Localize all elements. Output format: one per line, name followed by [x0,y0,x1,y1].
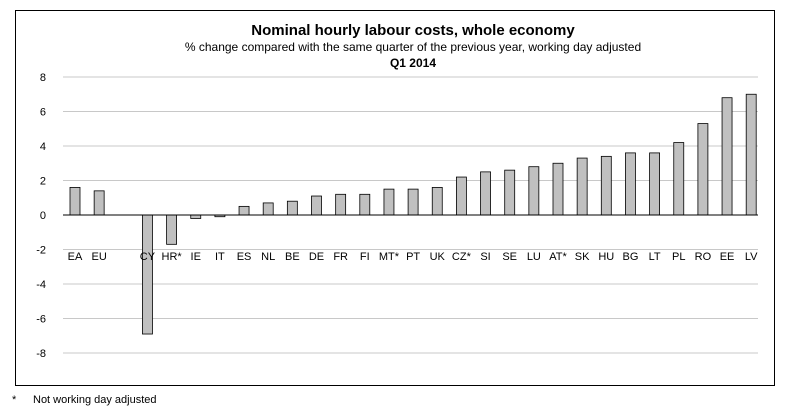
y-tick-label: -4 [36,279,46,291]
bar-es [238,205,250,216]
y-tick-label: 6 [40,107,46,119]
bar-bg [625,152,636,216]
category-label: AT* [549,251,567,263]
y-tick-label: -8 [36,348,46,360]
bar-be [286,200,298,216]
category-label: LT [649,251,661,263]
category-label: CY [140,251,156,263]
bar-de [311,195,322,216]
category-label: FR [333,251,348,263]
category-label: HU [598,251,614,263]
category-label: IE [191,251,201,263]
category-label: CZ* [452,251,472,263]
category-label: HR* [162,251,183,263]
category-label: LV [745,251,758,263]
category-labels: EA EU CY HR* IE IT ES NL BE DE FR FI MT* PT UK CZ* SI SE L… [68,251,759,263]
bar-uk [431,186,443,216]
bar-si [480,171,491,216]
category-label: NL [261,251,275,263]
bar-lv [745,93,757,216]
y-tick-label: 8 [40,72,46,84]
bar-hu [600,155,612,216]
category-label: SE [502,251,517,263]
bar-pt [407,188,419,216]
y-tick-label: -2 [36,245,46,257]
footnote-text: Not working day adjusted [33,394,157,406]
category-label: PL [672,251,685,263]
category-label: RO [695,251,712,263]
category-label: SK [575,251,590,263]
category-label: DE [309,251,324,263]
bar-lt [649,152,660,216]
bars [69,93,757,335]
bar-cy [142,214,153,335]
y-axis-ticks: 8 6 4 2 0 -2 -4 -6 -8 [36,72,46,360]
bar-lu [528,166,540,216]
bar-ee [721,97,733,216]
footnote: * Not working day adjusted [12,394,157,406]
bar-at [552,162,564,216]
bar-pl [673,142,685,216]
chart-title: Nominal hourly labour costs, whole econo… [251,22,575,39]
y-tick-label: 4 [40,141,46,153]
chart-frame: Nominal hourly labour costs, whole econo… [15,10,775,386]
category-label: EA [68,251,83,263]
category-label: MT* [379,251,400,263]
category-label: EU [92,251,107,263]
y-tick-label: 2 [40,176,46,188]
y-tick-label: 0 [40,210,46,222]
category-label: EE [720,251,735,263]
bar-ie [190,214,202,219]
y-tick-label: -6 [36,314,46,326]
category-label: PT [406,251,420,263]
bar-chart: Nominal hourly labour costs, whole econo… [36,22,759,360]
category-label: IT [215,251,225,263]
category-label: LU [527,251,541,263]
bar-ea [69,186,81,216]
category-label: BE [285,251,300,263]
bar-se [504,169,516,216]
category-label: FI [360,251,370,263]
bar-sk [576,157,588,216]
category-label: ES [237,251,252,263]
footnote-symbol: * [12,394,17,406]
bar-fi [359,193,371,216]
bar-fr [335,193,347,216]
bar-eu [93,190,105,216]
bar-hr [166,214,178,245]
chart-subtitle: % change compared with the same quarter … [185,40,641,54]
bar-ro [697,123,709,216]
category-label: UK [430,251,446,263]
bar-mt [383,188,395,216]
bar-cz [455,176,467,216]
chart-period: Q1 2014 [390,56,436,70]
bar-nl [262,202,274,216]
category-label: BG [622,251,638,263]
category-label: SI [480,251,490,263]
grid-lines [63,76,758,354]
